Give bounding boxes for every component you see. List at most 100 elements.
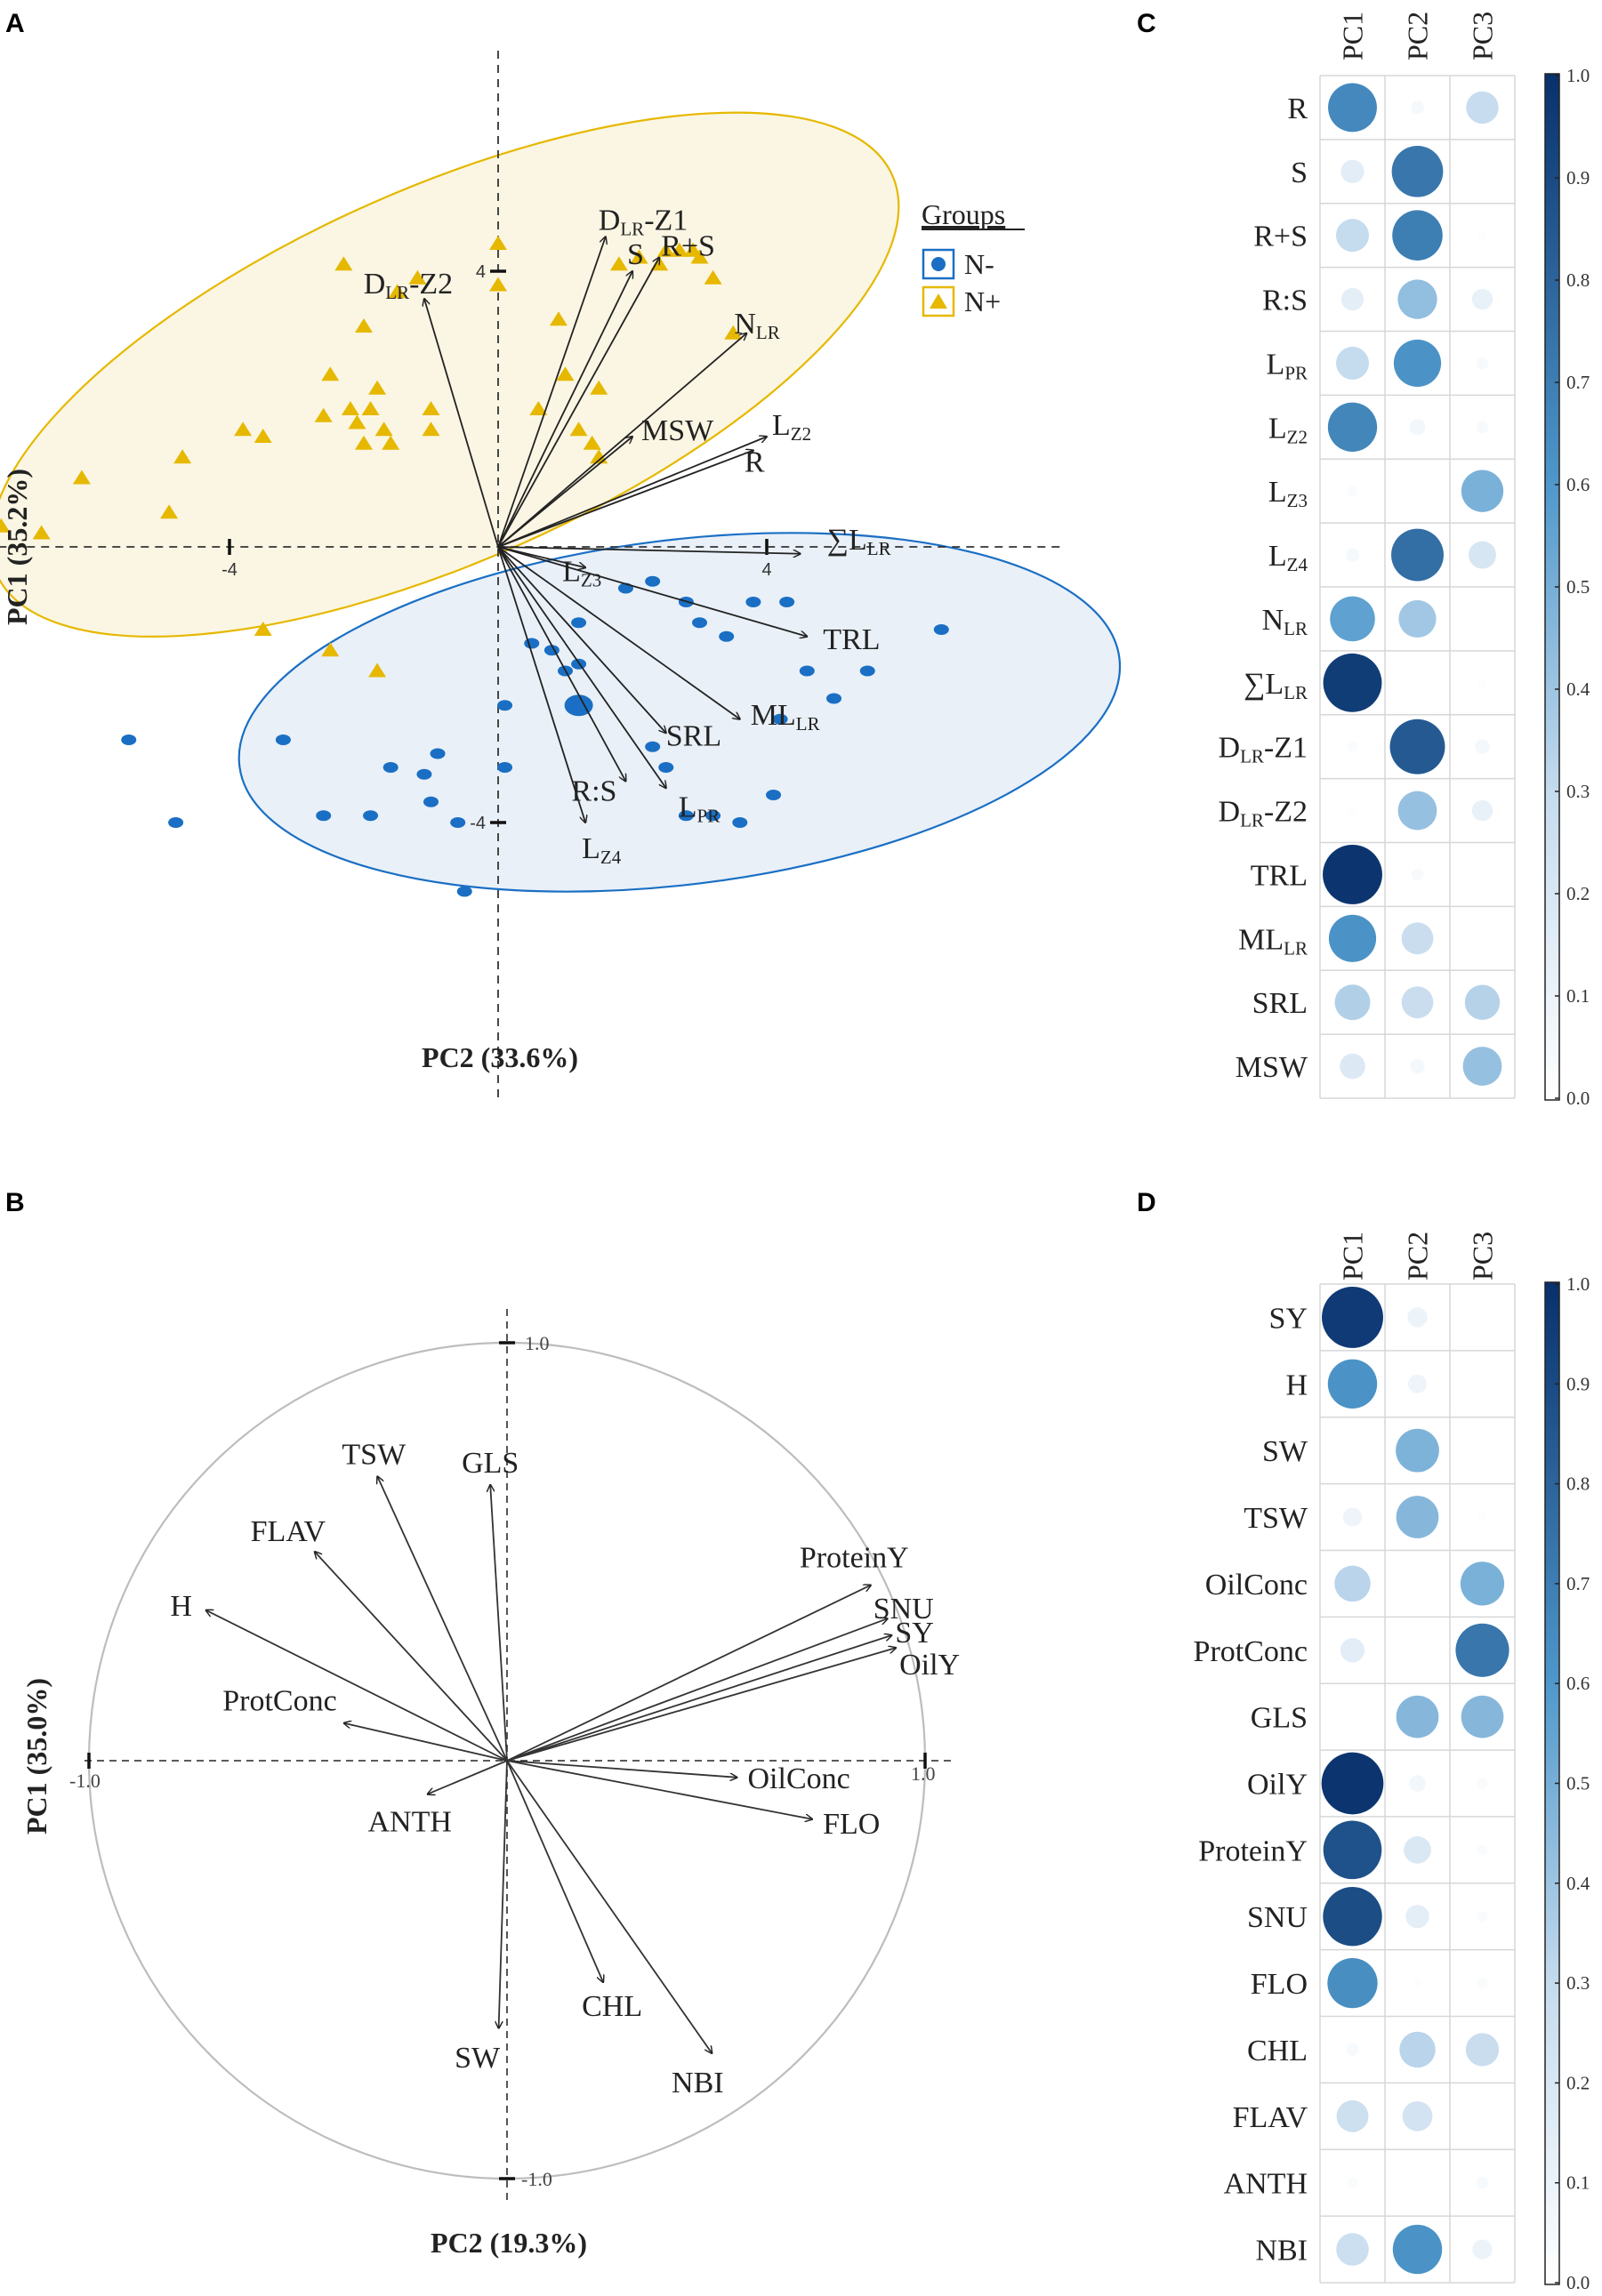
loading-label-msw: MSW bbox=[641, 414, 714, 447]
loading-arrow-nbi bbox=[506, 1760, 712, 2053]
loading-arrow-tsw bbox=[377, 1476, 508, 1762]
loading-arrow-r bbox=[497, 451, 753, 548]
dot-oily-pc3 bbox=[1477, 1778, 1488, 1789]
dot-lz2-pc3 bbox=[1476, 421, 1489, 434]
point-n-plus bbox=[549, 311, 568, 326]
dot-flav-pc2 bbox=[1402, 2100, 1433, 2131]
dot-lz2-pc1 bbox=[1327, 402, 1378, 452]
legend-marker-circle bbox=[931, 257, 946, 271]
loading-arrow-lpr bbox=[497, 546, 666, 788]
loading-arrow-sw bbox=[499, 1760, 508, 2028]
point-n-plus bbox=[160, 504, 179, 519]
dot-srl-pc1 bbox=[1334, 984, 1371, 1021]
legend-marker-triangle bbox=[930, 293, 947, 309]
loading-arrow-lz4 bbox=[497, 546, 585, 823]
dot-srl-pc3 bbox=[1464, 984, 1501, 1020]
loading-label-oily: OilY bbox=[899, 1649, 960, 1682]
point-n-minus bbox=[363, 810, 379, 822]
loading-arrow-lz2 bbox=[497, 437, 767, 548]
row-label-trl: TRL bbox=[1251, 859, 1308, 892]
dot-dlr-z1-pc1 bbox=[1347, 741, 1358, 752]
loading-arrow-dlr-z1 bbox=[497, 237, 606, 548]
dot-gls-pc3 bbox=[1461, 1695, 1504, 1738]
x-tick-label: -4 bbox=[221, 560, 237, 580]
dot-flo-pc1 bbox=[1327, 1957, 1378, 2009]
centroid-n-minus bbox=[564, 694, 593, 717]
point-n-minus bbox=[497, 762, 513, 773]
point-n-minus bbox=[456, 886, 472, 897]
loading-label-r: R bbox=[745, 446, 765, 479]
point-n-minus bbox=[772, 713, 788, 725]
point-n-plus bbox=[609, 256, 628, 271]
row-label-r-s: R+S bbox=[1253, 221, 1308, 253]
point-n-minus bbox=[316, 810, 332, 822]
point-n-plus bbox=[388, 284, 407, 299]
dot-sy-pc1 bbox=[1322, 1286, 1383, 1348]
loading-label-lz4: LZ4 bbox=[582, 832, 622, 868]
point-n-minus bbox=[382, 762, 398, 773]
point-n-minus bbox=[799, 665, 815, 677]
colorbar-tick-label: 0.8 bbox=[1566, 1473, 1590, 1495]
dot-snu-pc2 bbox=[1405, 1905, 1429, 1929]
dot-proteiny-pc2 bbox=[1404, 1836, 1431, 1864]
dot-r-s-pc1 bbox=[1335, 219, 1370, 253]
loading-arrow-nlr bbox=[497, 333, 746, 548]
loading-label-r-s: R:S bbox=[571, 775, 616, 808]
point-n-minus bbox=[678, 810, 694, 822]
point-n-minus bbox=[168, 817, 184, 828]
y-axis-title: PC1 (35.0%) bbox=[20, 1678, 52, 1834]
point-n-minus bbox=[450, 817, 466, 828]
dot-dlr-z2-pc1 bbox=[1348, 806, 1357, 815]
dot-gls-pc2 bbox=[1396, 1695, 1439, 1738]
point-n-minus bbox=[430, 748, 446, 759]
row-label-gls: GLS bbox=[1251, 1702, 1308, 1735]
loading-arrow-sy bbox=[506, 1635, 891, 1762]
dot-lz3-pc1 bbox=[1347, 486, 1358, 497]
tick-y-top: 1.0 bbox=[525, 1332, 550, 1354]
row-label-dlr-z1: DLR-Z1 bbox=[1219, 732, 1308, 767]
dot-r-s-pc3 bbox=[1471, 288, 1493, 310]
dot-protconc-pc1 bbox=[1340, 1638, 1365, 1663]
column-header-pc3: PC3 bbox=[1467, 1232, 1499, 1280]
loading-label-gls: GLS bbox=[462, 1447, 519, 1480]
dot-lpr-pc3 bbox=[1476, 357, 1489, 370]
loading-label-lpr: LPR bbox=[679, 791, 720, 826]
point-n-plus bbox=[355, 318, 373, 333]
dot-nlr-pc1 bbox=[1330, 596, 1375, 642]
row-label-dlr-z2: DLR-Z2 bbox=[1219, 796, 1308, 831]
dot-dlr-z1-pc3 bbox=[1475, 739, 1490, 754]
point-n-minus bbox=[826, 693, 841, 704]
point-n-plus bbox=[234, 421, 253, 437]
loading-label-sw: SW bbox=[455, 2042, 501, 2075]
point-n-minus bbox=[275, 735, 291, 745]
row-label-r-s: R:S bbox=[1262, 285, 1308, 317]
point-n-plus bbox=[321, 366, 340, 381]
dot-mllr-pc1 bbox=[1328, 914, 1377, 962]
loading-arrow-trl bbox=[497, 546, 807, 637]
loading-arrow-oilconc bbox=[506, 1760, 737, 1778]
row-label-lz3: LZ3 bbox=[1268, 476, 1308, 511]
loading-arrow-h bbox=[206, 1610, 508, 1762]
colorbar-tick-label: 0.7 bbox=[1566, 372, 1590, 393]
loading-arrow-snu bbox=[506, 1618, 888, 1762]
point-n-plus bbox=[583, 435, 601, 450]
row-label-sy: SY bbox=[1269, 1302, 1308, 1335]
panel-label-b: B bbox=[5, 1188, 25, 1217]
row-label-snu: SNU bbox=[1247, 1901, 1308, 1934]
row-label-lz2: LZ2 bbox=[1268, 412, 1308, 447]
dot-lz3-pc3 bbox=[1461, 470, 1504, 512]
panel-label-d: D bbox=[1137, 1188, 1156, 1217]
colorbar-tick-label: 0.9 bbox=[1566, 167, 1590, 189]
dot-msw-pc2 bbox=[1410, 1058, 1425, 1074]
point-n-plus bbox=[690, 249, 709, 264]
dot-nbi-pc1 bbox=[1336, 2233, 1369, 2266]
point-n-plus bbox=[254, 622, 272, 636]
colorbar-tick-label: 0.6 bbox=[1566, 1673, 1590, 1694]
confidence-ellipse-n bbox=[237, 532, 1122, 893]
loading-label-lz2: LZ2 bbox=[772, 409, 811, 445]
dot-srl-pc2 bbox=[1401, 986, 1434, 1019]
loading-label-lz3: LZ3 bbox=[562, 555, 601, 590]
dot-snu-pc1 bbox=[1323, 1887, 1382, 1947]
point-n-minus bbox=[416, 768, 432, 780]
point-n-plus bbox=[422, 421, 440, 437]
